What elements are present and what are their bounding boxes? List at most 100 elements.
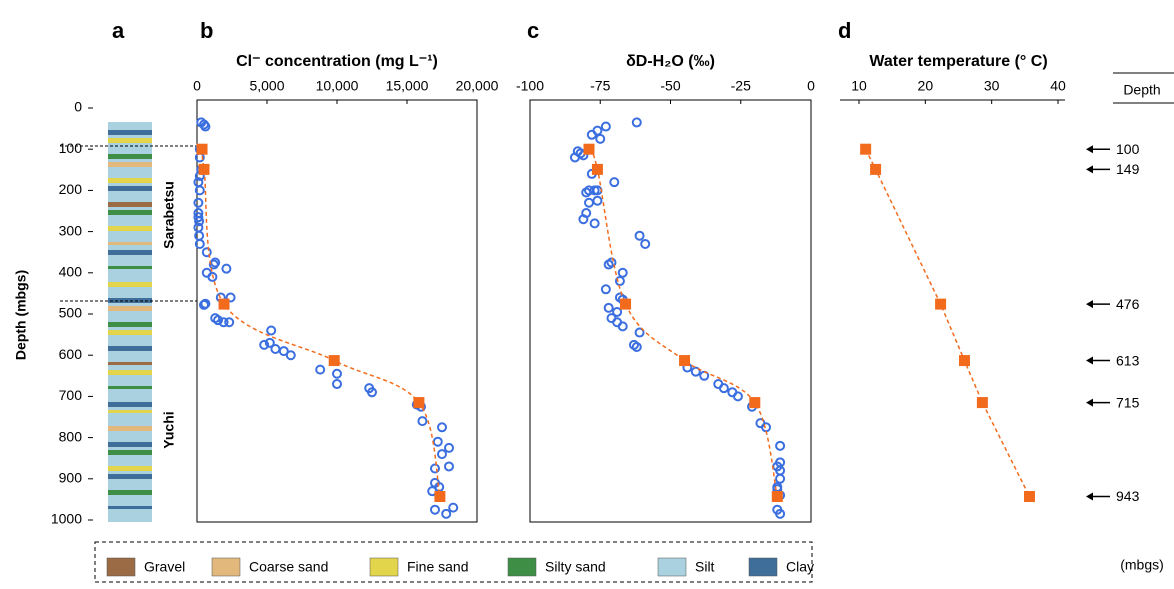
- stratum: [108, 450, 152, 455]
- stratum: [108, 402, 152, 407]
- stratum: [108, 226, 152, 231]
- depth-value: 476: [1116, 296, 1140, 312]
- stratum: [108, 186, 152, 191]
- data-point: [620, 298, 632, 310]
- stratum: [108, 162, 152, 167]
- data-point: [870, 163, 882, 175]
- data-point: [264, 337, 275, 348]
- legend-swatch: [657, 557, 687, 577]
- y-tick-label: 600: [59, 346, 83, 362]
- data-point: [285, 350, 296, 361]
- trend-line: [201, 149, 441, 497]
- panel-letter: d: [838, 18, 851, 43]
- stratum: [108, 434, 152, 437]
- data-point: [860, 143, 872, 155]
- arrow-head: [1086, 398, 1093, 407]
- data-point: [193, 197, 204, 208]
- data-point: [213, 315, 223, 326]
- data-point: [617, 267, 628, 278]
- chart-title: Water temperature (° C): [869, 53, 1047, 70]
- stratum: [108, 130, 152, 135]
- data-point: [718, 383, 729, 394]
- y-tick-label: 700: [59, 387, 83, 403]
- data-point: [437, 449, 447, 460]
- data-point: [430, 463, 440, 474]
- stratum: [108, 466, 152, 471]
- stratum: [108, 202, 152, 207]
- stratum: [108, 506, 152, 509]
- data-point: [603, 302, 614, 313]
- depth-value: 613: [1116, 352, 1140, 368]
- legend-swatch: [507, 557, 537, 577]
- arrow-head: [1086, 165, 1093, 174]
- panel-letter: a: [112, 18, 125, 43]
- data-point: [201, 247, 212, 258]
- x-tick-label: 0: [193, 78, 201, 94]
- legend-label: Silty sand: [545, 559, 606, 575]
- unit-label: Sarabetsu: [161, 181, 177, 249]
- lithology-stripes: [108, 122, 152, 519]
- x-tick-label: -75: [590, 78, 610, 94]
- legend-swatch: [106, 557, 136, 577]
- data-point: [583, 143, 595, 155]
- data-point: [199, 299, 209, 310]
- data-point: [612, 306, 623, 317]
- stratum: [108, 250, 152, 255]
- data-point: [193, 212, 204, 223]
- data-point: [603, 259, 614, 270]
- data-point: [221, 263, 232, 274]
- data-point: [434, 491, 446, 503]
- data-point: [591, 163, 603, 175]
- x-tick-label: 30: [984, 78, 1000, 94]
- arrow-head: [1086, 300, 1093, 309]
- y-tick-label: 400: [59, 264, 83, 280]
- legend-box: [94, 541, 813, 583]
- data-point: [266, 325, 277, 336]
- stratum: [108, 290, 152, 293]
- stratum: [108, 498, 152, 503]
- data-point: [224, 317, 235, 328]
- data-point: [270, 344, 281, 355]
- data-point: [749, 397, 761, 409]
- stratum: [108, 234, 152, 239]
- stratum: [108, 306, 152, 311]
- legend-label: Gravel: [144, 559, 185, 575]
- chart-title: δD-H₂O (‰): [626, 53, 715, 70]
- arrow-head: [1086, 145, 1093, 154]
- arrow-head: [1086, 492, 1093, 501]
- data-point: [194, 230, 205, 241]
- data-point: [578, 150, 589, 161]
- data-point: [586, 129, 597, 140]
- x-tick-label: -50: [660, 78, 680, 94]
- data-point: [595, 133, 606, 144]
- unit-label: Yuchi: [161, 411, 177, 448]
- stratum: [108, 426, 152, 431]
- data-point: [278, 346, 289, 357]
- data-point: [259, 339, 270, 350]
- depth-value: 943: [1116, 488, 1140, 504]
- data-point: [609, 177, 620, 188]
- x-tick-label: 15,000: [386, 78, 429, 94]
- depth-unit: (mbgs): [1120, 557, 1164, 573]
- data-point: [578, 214, 589, 225]
- data-point: [367, 387, 377, 398]
- stratum: [108, 282, 152, 287]
- data-point: [1023, 491, 1035, 503]
- stratum: [108, 410, 152, 413]
- stratum: [108, 274, 152, 279]
- panel-letter: b: [200, 18, 213, 43]
- stratum: [108, 346, 152, 351]
- stratum: [108, 474, 152, 479]
- data-point: [200, 121, 211, 132]
- data-point: [194, 185, 205, 196]
- x-tick-label: 5,000: [249, 78, 284, 94]
- data-point: [417, 416, 428, 427]
- data-point: [935, 298, 947, 310]
- stratum: [108, 266, 152, 269]
- data-point: [634, 230, 645, 241]
- data-point: [679, 355, 691, 367]
- stratum: [108, 314, 152, 317]
- data-point: [600, 284, 611, 295]
- data-point: [600, 121, 611, 132]
- data-point: [775, 508, 786, 519]
